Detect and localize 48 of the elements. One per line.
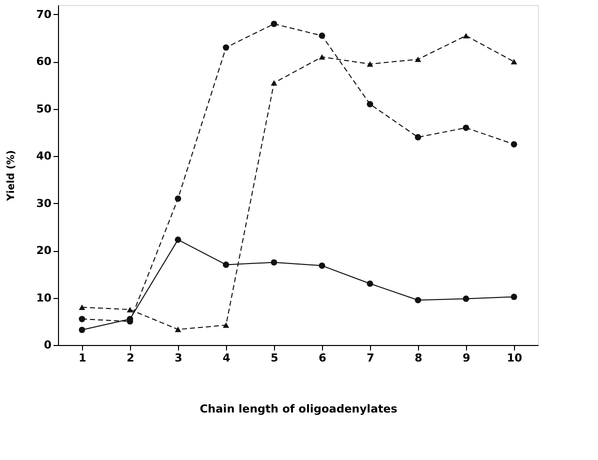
x-tick-label: 9 <box>462 352 470 364</box>
y-tick-label: 70 <box>36 8 52 21</box>
point <box>318 262 326 269</box>
x-tick-label: 2 <box>126 352 134 364</box>
point <box>462 296 470 302</box>
point <box>126 306 134 312</box>
x-tick-label: 5 <box>270 352 278 364</box>
point <box>78 316 86 322</box>
x-axis-title: Chain length of oligoadenylates <box>200 402 398 416</box>
point <box>222 44 230 51</box>
point <box>510 294 518 300</box>
point <box>174 236 182 243</box>
point <box>270 259 278 266</box>
y-tick-label: 40 <box>36 150 52 163</box>
point <box>270 20 278 28</box>
point <box>462 32 470 38</box>
y-tick-label: 20 <box>36 244 52 258</box>
x-tick-label: 1 <box>78 352 86 364</box>
point <box>366 280 374 287</box>
point <box>414 296 422 304</box>
x-tick-label: 7 <box>366 352 374 364</box>
y-tick-label: 30 <box>36 196 52 210</box>
point <box>510 58 518 64</box>
point <box>318 54 326 60</box>
y-tick-label: 10 <box>36 291 52 304</box>
point <box>366 61 374 67</box>
x-tick-label: 8 <box>414 352 422 364</box>
point <box>78 304 86 310</box>
y-tick-label: 50 <box>36 102 52 116</box>
x-tick-label: 10 <box>506 352 522 364</box>
point <box>318 32 326 39</box>
point <box>366 101 374 108</box>
point <box>174 195 182 202</box>
y-tick-label: 60 <box>36 55 52 68</box>
point <box>510 141 518 148</box>
point <box>414 56 422 62</box>
point <box>222 262 230 268</box>
point <box>462 124 470 131</box>
point <box>270 80 278 86</box>
x-tick-label: 4 <box>222 352 231 364</box>
point <box>414 134 422 140</box>
point <box>78 326 86 334</box>
y-tick-label: 0 <box>44 338 52 352</box>
point <box>222 322 230 328</box>
point <box>174 326 182 332</box>
y-axis-title: Yield (%) <box>6 150 18 202</box>
x-tick-label: 6 <box>318 352 327 364</box>
x-tick-label: 3 <box>174 352 182 364</box>
